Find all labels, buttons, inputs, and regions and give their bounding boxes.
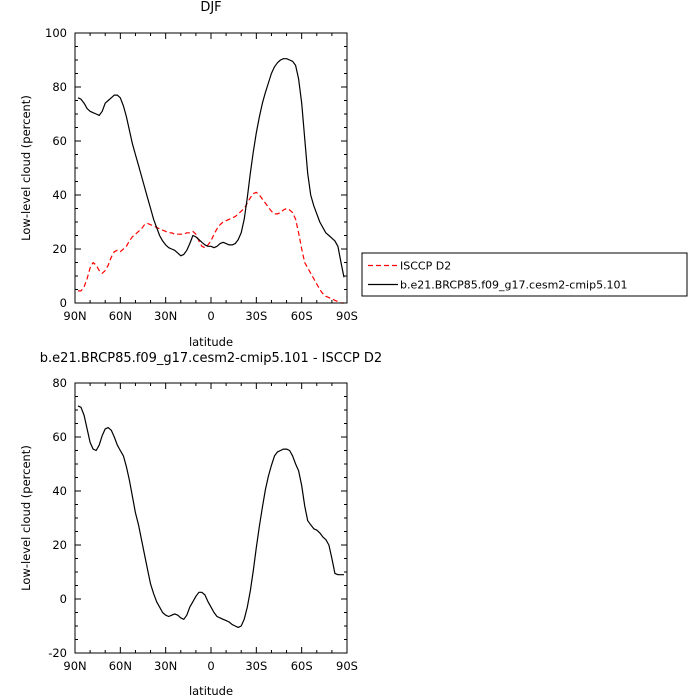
y-tick-label: -20 [48,646,67,660]
x-tick-label: 0 [207,309,214,323]
top-panel: DJF Low-level cloud (percent) latitude 0… [19,0,358,349]
bottom-series-line-1 [77,405,344,629]
top-axis-ticks: 0 20 40 60 80 100 90N 60N 30N 0 30S 60S 90S [45,26,358,323]
y-tick-label: 0 [60,592,67,606]
y-tick-label: 80 [52,80,67,94]
x-tick-label: 60N [109,659,132,673]
top-chart-title: DJF [200,0,221,15]
y-tick-label: 20 [52,538,67,552]
top-series-group [77,58,345,304]
x-tick-label: 30S [245,309,267,323]
x-tick-label: 90N [63,659,86,673]
legend-label-isccp: ISCCP D2 [400,260,451,273]
top-plot-frame [74,32,348,304]
y-tick-label: 20 [52,242,67,256]
x-tick-label: 30N [154,309,177,323]
x-tick-label: 30S [245,659,267,673]
y-tick-label: 0 [60,296,67,310]
y-tick-label: 40 [52,484,67,498]
x-tick-label: 60S [291,659,313,673]
x-tick-label: 90S [336,309,358,323]
x-tick-label: 30N [154,659,177,673]
x-tick-label: 0 [207,659,214,673]
top-y-axis-label: Low-level cloud (percent) [19,95,33,241]
top-x-axis-label: latitude [189,335,233,349]
x-tick-label: 60S [291,309,313,323]
bottom-series-group [77,405,344,629]
bottom-panel: b.e21.BRCP85.f09_g17.cesm2-cmip5.101 - I… [19,351,382,698]
y-tick-label: 100 [45,26,67,40]
bottom-x-axis-label: latitude [189,684,233,698]
x-tick-label: 60N [109,309,132,323]
y-tick-label: 40 [52,188,67,202]
top-series-line-2 [77,58,345,278]
x-tick-label: 90S [336,659,358,673]
bottom-axis-ticks: -20 0 20 40 60 80 90N 60N 30N 0 30S 60S 90S [48,376,358,673]
bottom-chart-title: b.e21.BRCP85.f09_g17.cesm2-cmip5.101 - I… [40,351,382,366]
bottom-y-axis-label: Low-level cloud (percent) [19,445,33,591]
y-tick-label: 80 [52,376,67,390]
legend-box [361,252,688,297]
legend: ISCCP D2 b.e21.BRCP85.f09_g17.cesm2-cmip… [361,252,688,297]
y-tick-label: 60 [52,134,67,148]
y-tick-label: 60 [52,430,67,444]
top-series-line-1 [78,191,344,304]
bottom-plot-frame [74,382,348,654]
x-tick-label: 90N [63,309,86,323]
legend-label-cesm2: b.e21.BRCP85.f09_g17.cesm2-cmip5.101 [400,279,628,292]
